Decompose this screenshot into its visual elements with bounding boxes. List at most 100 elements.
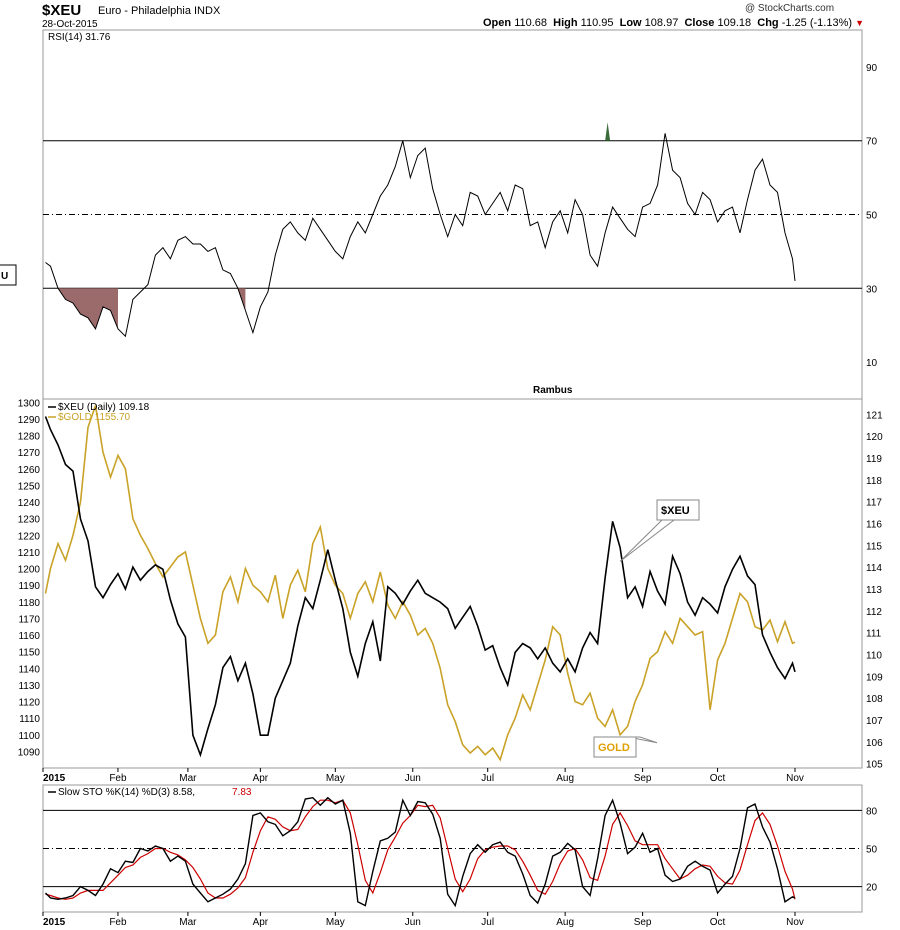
xeu-tick-label: 105 bbox=[866, 760, 883, 771]
sto-x-tick-label: Apr bbox=[253, 917, 269, 928]
quote-line: Open 110.68 High 110.95 Low 108.97 Close… bbox=[483, 17, 864, 29]
xeu-tick-label: 120 bbox=[866, 432, 883, 443]
open-value: 110.68 bbox=[514, 17, 548, 29]
price-x-tick-label: 2015 bbox=[43, 773, 66, 784]
high-value: 110.95 bbox=[580, 17, 614, 29]
gold-tick-label: 1290 bbox=[18, 415, 41, 426]
rsi-y-axis: 10 30 50 70 90 bbox=[866, 63, 878, 369]
xeu-tick-label: 119 bbox=[866, 454, 882, 465]
gold-tick-label: 1280 bbox=[18, 432, 41, 443]
xeu-tick-label: 115 bbox=[866, 541, 882, 552]
symbol-name: Euro - Philadelphia INDX bbox=[98, 5, 221, 17]
sto-y-axis: 20 50 80 bbox=[866, 806, 878, 893]
xeu-tick-label: 116 bbox=[866, 519, 882, 530]
gold-price-line bbox=[44, 405, 796, 762]
gold-tick-label: 1230 bbox=[18, 515, 41, 526]
side-tag-box bbox=[0, 264, 17, 286]
gold-tick-label: 1250 bbox=[18, 481, 41, 492]
xeu-tick-label: 111 bbox=[866, 629, 882, 640]
sto-x-tick-label: Sep bbox=[634, 917, 652, 928]
gold-tick-label: 1180 bbox=[18, 598, 40, 609]
high-label: High bbox=[553, 17, 578, 29]
sto-legend: Slow STO %K(14) %D(3) 8.58, 7.83 bbox=[48, 787, 252, 798]
rsi-tick-label: 30 bbox=[866, 284, 878, 295]
gold-tick-label: 1200 bbox=[18, 565, 41, 576]
close-value: 109.18 bbox=[717, 17, 752, 29]
rsi-grid bbox=[43, 140, 862, 289]
rsi-oversold-zone-0 bbox=[58, 288, 118, 329]
rsi-legend: RSI(14) 31.76 bbox=[48, 32, 111, 43]
rsi-tick-label: 90 bbox=[866, 63, 878, 74]
xeu-tick-label: 121 bbox=[866, 410, 883, 421]
price-x-tick-label: Aug bbox=[556, 773, 574, 784]
gold-tick-label: 1220 bbox=[18, 531, 41, 542]
gold-tick-label: 1300 bbox=[18, 398, 41, 409]
rsi-tick-label: 70 bbox=[866, 137, 878, 148]
chg-value: -1.25 (-1.13%) bbox=[781, 17, 853, 29]
sto-x-tick-label: Mar bbox=[179, 917, 197, 928]
xeu-y-axis: 105 106 107 108 109 110 111 112 113 114 115 116 117 1… bbox=[866, 410, 883, 770]
sto-k-line bbox=[45, 796, 796, 908]
gold-legend-label: $GOLD 1155.70 bbox=[58, 412, 131, 423]
xeu-tick-label: 114 bbox=[866, 563, 882, 574]
xeu-tick-label: 112 bbox=[866, 607, 882, 618]
xeu-tick-label: 113 bbox=[866, 585, 882, 596]
xeu-tick-label: 118 bbox=[866, 476, 882, 487]
rsi-oversold-fills bbox=[58, 288, 246, 329]
price-legend: $XEU (Daily) 109.18 $GOLD 1155.70 bbox=[48, 402, 150, 423]
open-label: Open bbox=[483, 17, 512, 29]
price-x-tick-label: Jun bbox=[405, 773, 421, 784]
rambus-watermark: Rambus bbox=[533, 385, 573, 396]
brand-watermark: @ StockCharts.com bbox=[745, 3, 835, 14]
gold-tick-label: 1120 bbox=[18, 698, 40, 709]
price-x-tick-label: May bbox=[326, 773, 345, 784]
rsi-peak-highlight bbox=[605, 122, 611, 141]
gold-annotation-box bbox=[593, 736, 637, 758]
xeu-tick-label: 110 bbox=[866, 650, 882, 661]
low-label: Low bbox=[619, 17, 642, 29]
price-panel-frame bbox=[42, 398, 863, 769]
sto-x-axis: 2015 Feb Mar Apr May Jun Jul Aug Sep Oct Nov bbox=[42, 912, 804, 928]
xeu-annotation-box bbox=[656, 499, 700, 521]
sto-tick-label: 20 bbox=[866, 883, 878, 894]
gold-annotation-label: GOLD bbox=[598, 742, 630, 754]
sto-x-tick-label: Feb bbox=[109, 917, 127, 928]
sto-d-legend: 7.83 bbox=[232, 787, 252, 798]
gold-tick-label: 1260 bbox=[18, 465, 41, 476]
gold-tick-label: 1130 bbox=[18, 681, 40, 692]
xeu-price-line bbox=[44, 416, 796, 758]
low-value: 108.97 bbox=[644, 17, 679, 29]
xeu-tick-label: 117 bbox=[866, 498, 882, 509]
sto-grid bbox=[43, 809, 862, 888]
xeu-legend-label: $XEU (Daily) 109.18 bbox=[58, 402, 150, 413]
sto-d-line bbox=[45, 799, 796, 900]
xeu-tick-label: 109 bbox=[866, 672, 883, 683]
sto-x-tick-label: Nov bbox=[786, 917, 804, 928]
sto-x-tick-label: May bbox=[326, 917, 345, 928]
price-x-tick-label: Oct bbox=[710, 773, 726, 784]
sto-tick-label: 80 bbox=[866, 806, 878, 817]
xeu-annotation-label: $XEU bbox=[661, 505, 690, 517]
close-label: Close bbox=[684, 17, 715, 29]
gold-tick-label: 1240 bbox=[18, 498, 41, 509]
gold-tick-label: 1150 bbox=[18, 648, 40, 659]
gold-annotation: GOLD bbox=[593, 736, 658, 758]
sto-x-tick-label: Oct bbox=[710, 917, 726, 928]
xeu-annotation: $XEU bbox=[619, 499, 700, 562]
sto-k-legend: Slow STO %K(14) %D(3) 8.58, bbox=[58, 787, 195, 798]
price-x-tick-label: Apr bbox=[253, 773, 269, 784]
sto-x-tick-label: Aug bbox=[556, 917, 574, 928]
xeu-tick-label: 108 bbox=[866, 694, 883, 705]
xeu-tick-label: 107 bbox=[866, 716, 883, 727]
rsi-oversold-zone-1 bbox=[215, 288, 246, 311]
chg-label: Chg bbox=[757, 17, 779, 29]
rsi-tick-label: 50 bbox=[866, 211, 878, 222]
price-x-tick-label: Feb bbox=[109, 773, 127, 784]
price-x-tick-label: Nov bbox=[786, 773, 804, 784]
price-x-tick-label: Sep bbox=[634, 773, 652, 784]
price-x-axis: 2015 Feb Mar Apr May Jun Jul Aug Sep Oct Nov bbox=[42, 768, 804, 784]
sto-x-tick-label: 2015 bbox=[43, 917, 66, 928]
sto-x-tick-label: Jul bbox=[481, 917, 494, 928]
gold-tick-label: 1140 bbox=[18, 664, 40, 675]
